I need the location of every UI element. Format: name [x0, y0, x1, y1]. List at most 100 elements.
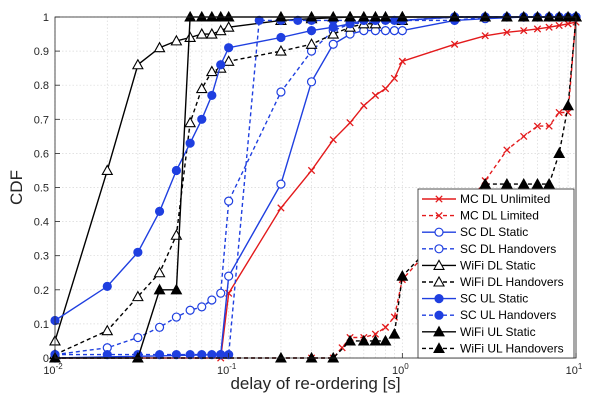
x-tick-label: 100 [392, 362, 409, 377]
data-point [185, 305, 195, 315]
data-point [224, 271, 234, 281]
data-point [133, 332, 143, 343]
data-point [205, 27, 218, 39]
data-point [207, 295, 217, 305]
legend-entry-mc-dl-limited: MC DL Limited [422, 209, 539, 223]
series-line-sc-dl-static [54, 16, 576, 359]
data-point [306, 26, 317, 36]
x-tick-label: 101 [566, 362, 583, 377]
data-point [197, 349, 207, 360]
data-point [344, 334, 356, 346]
legend-label: SC DL Handovers [460, 242, 556, 256]
data-point [450, 40, 459, 48]
legend-marker [433, 325, 445, 337]
data-point [276, 32, 286, 43]
data-point [390, 74, 399, 83]
y-tick-label: 0.3 [34, 251, 49, 263]
legend-label: WiFi UL Handovers [460, 341, 564, 355]
legend-marker [435, 211, 443, 220]
data-point [369, 334, 382, 346]
data-point [224, 43, 234, 53]
data-point [214, 24, 227, 36]
data-point [195, 82, 208, 94]
data-point [154, 349, 165, 360]
data-point [305, 351, 318, 363]
data-point [500, 177, 513, 189]
data-point [153, 41, 166, 53]
data-point [389, 26, 399, 36]
x-tick-label: 10-1 [217, 362, 237, 377]
y-tick-label: 0.1 [34, 319, 49, 331]
data-point [369, 10, 382, 22]
data-point [381, 323, 390, 331]
data-point [101, 324, 114, 336]
data-point [531, 10, 544, 22]
data-point [381, 84, 390, 93]
data-point [131, 290, 144, 302]
data-point [398, 57, 406, 65]
data-point [205, 10, 218, 22]
data-point [197, 302, 207, 312]
y-tick-label: 0.7 [34, 114, 49, 126]
data-point [344, 10, 356, 22]
data-point [102, 281, 112, 291]
data-point [329, 136, 337, 144]
legend-marker [434, 310, 444, 320]
data-point [338, 344, 346, 352]
data-point [153, 266, 166, 278]
legend-marker [434, 244, 444, 254]
y-tick-label: 0.8 [34, 80, 49, 92]
x-axis-ticks: 10-2 10-1 100 101 [43, 353, 583, 377]
data-point [195, 10, 208, 22]
data-point [481, 32, 489, 40]
data-point [360, 102, 368, 110]
data-point [197, 114, 207, 124]
x-axis-label: delay of re-ordering [s] [230, 374, 400, 393]
data-point [379, 10, 392, 22]
data-point [184, 10, 197, 22]
data-point [305, 10, 318, 22]
legend-entry-sc-dl-static: SC DL Static [422, 225, 528, 239]
legend-marker [433, 259, 445, 270]
data-point [171, 165, 181, 176]
data-point [306, 77, 317, 87]
legend-entry-mc-dl-unlimited: MC DL Unlimited [422, 192, 550, 206]
data-point [222, 55, 235, 66]
legend-marker [433, 275, 445, 287]
data-point [517, 177, 530, 189]
data-point [305, 38, 318, 49]
legend-marker [435, 195, 443, 203]
data-point [531, 177, 544, 189]
data-point [184, 31, 197, 43]
data-point [533, 122, 542, 130]
data-point [562, 10, 574, 22]
data-point [216, 288, 226, 298]
data-point [133, 247, 143, 257]
legend-label: SC UL Static [460, 292, 528, 306]
data-point [371, 330, 380, 338]
data-point [380, 26, 391, 36]
data-point [327, 351, 340, 363]
series-wifi-ul-handovers [49, 10, 582, 363]
data-point [545, 122, 553, 130]
legend-entry-sc-dl-handovers: SC DL Handovers [422, 242, 556, 256]
data-point [276, 87, 286, 97]
data-point [216, 60, 226, 70]
data-point [520, 132, 528, 141]
data-point [277, 204, 285, 212]
data-point [307, 166, 316, 175]
legend-marker [434, 227, 444, 237]
legend-label: MC DL Limited [460, 209, 539, 223]
y-tick-label: 0.5 [34, 183, 49, 195]
data-point [214, 10, 227, 22]
data-point [222, 10, 235, 22]
data-point [205, 65, 218, 77]
y-axis-label: CDF [7, 170, 26, 205]
data-point [275, 44, 287, 56]
legend-marker [434, 294, 444, 304]
data-point [357, 10, 370, 22]
data-point [543, 177, 556, 189]
data-point [328, 39, 338, 49]
data-point [479, 10, 492, 22]
series-mc-dl-unlimited [51, 18, 580, 362]
